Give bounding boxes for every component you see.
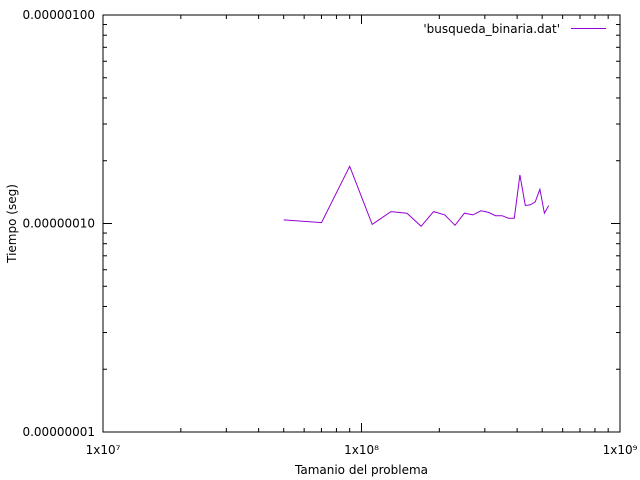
legend: 'busqueda_binaria.dat' — [423, 22, 606, 36]
x-axis-label: Tamanio del problema — [294, 463, 428, 477]
series-layer — [283, 165, 550, 228]
legend-entry-label: 'busqueda_binaria.dat' — [423, 22, 560, 36]
x-tick-label: 1x10⁷ — [86, 443, 121, 457]
x-tick-label: 1x10⁹ — [603, 443, 638, 457]
y-axis-label: Tiempo (seg) — [5, 184, 19, 264]
series-line — [283, 165, 550, 228]
plot-frame — [102, 14, 621, 433]
y-tick-label: 0.00000010 — [22, 217, 95, 231]
y-tick-label: 0.00000001 — [22, 425, 95, 439]
axis-ticks — [102, 15, 620, 433]
y-tick-label: 0.00000100 — [22, 8, 95, 22]
axis-tick-labels: 1x10⁷ 1x10⁸ 1x10⁹ 0.00000001 0.00000010 0.000… — [22, 8, 637, 457]
x-tick-label: 1x10⁸ — [344, 443, 379, 457]
